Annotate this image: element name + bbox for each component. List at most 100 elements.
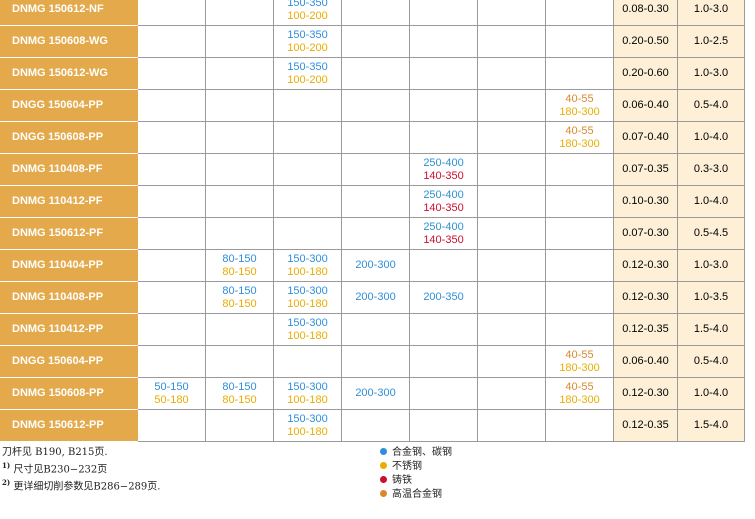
speed-value: 100-180 [287, 425, 328, 438]
insert-name: DNMG 150608-WG [0, 26, 138, 58]
legend-label: 合金钢、碳钢 [392, 447, 452, 458]
speed-cell [342, 218, 410, 250]
legend-item: 铸铁 [380, 474, 452, 488]
feed-cell: 0.12-0.30 [614, 282, 678, 314]
speed-cell [206, 0, 274, 26]
speed-value: 150-350 [287, 0, 328, 9]
legend-dot [380, 462, 387, 469]
insert-name: DNMG 150612-PP [0, 410, 138, 442]
speed-cell [342, 346, 410, 378]
feed-cell: 0.08-0.30 [614, 0, 678, 26]
speed-cell [342, 314, 410, 346]
speed-cell [342, 0, 410, 26]
speed-value: 200-300 [355, 259, 396, 271]
speed-value: 140-350 [423, 233, 464, 246]
speed-value: 250-400 [423, 188, 464, 201]
table-row: DNMG 150608-WG 150-350 100-200 0.20-0.50 1.0… [0, 26, 745, 58]
speed-cell [410, 250, 478, 282]
speed-cell: 150-350 100-200 [274, 0, 342, 26]
speed-cell: 200-300 [342, 378, 410, 410]
speed-cell [410, 90, 478, 122]
speed-cell [206, 314, 274, 346]
speed-value: 150-350 [287, 60, 328, 73]
speed-cell: 200-300 [342, 250, 410, 282]
speed-value: 100-180 [287, 329, 328, 342]
speed-value: 180-300 [559, 137, 600, 150]
legend-item: 不锈钢 [380, 460, 452, 474]
speed-cell: 50-150 50-180 [138, 378, 206, 410]
speed-cell [478, 0, 546, 26]
speed-cell [546, 250, 614, 282]
speed-cell: 150-300 100-180 [274, 250, 342, 282]
speed-cell [138, 122, 206, 154]
speed-value: 150-300 [287, 284, 328, 297]
speed-cell [138, 90, 206, 122]
speed-cell [546, 26, 614, 58]
insert-name: DNMG 110408-PP [0, 282, 138, 314]
table-row: DNMG 150612-PF 250-400 140-350 0.07-0.30 0.5… [0, 218, 745, 250]
speed-cell: 150-300 100-180 [274, 282, 342, 314]
feed-cell: 0.10-0.30 [614, 186, 678, 218]
insert-name: DNMG 110412-PP [0, 314, 138, 346]
speed-value: 80-150 [222, 284, 257, 297]
table-row: DNGG 150604-PP 40-55 180-300 0.06-0.40 0.5-4… [0, 90, 745, 122]
feed-cell: 0.06-0.40 [614, 346, 678, 378]
speed-cell [342, 58, 410, 90]
footnote-text: 尺寸见B230−232页 [13, 464, 108, 476]
speed-cell [410, 58, 478, 90]
speed-value: 140-350 [423, 169, 464, 182]
table-row: DNMG 150608-PP 50-150 50-180 80-150 80-150 15… [0, 378, 745, 410]
speed-cell [274, 90, 342, 122]
insert-name: DNMG 110404-PP [0, 250, 138, 282]
speed-cell: 200-350 [410, 282, 478, 314]
speed-cell [274, 186, 342, 218]
feed-cell: 0.20-0.50 [614, 26, 678, 58]
speed-value: 200-300 [355, 387, 396, 399]
footnote-mark: 2) [2, 478, 11, 488]
speed-cell [138, 0, 206, 26]
speed-value: 150-300 [287, 252, 328, 265]
feed-cell: 0.07-0.35 [614, 154, 678, 186]
insert-name: DNMG 150608-PP [0, 378, 138, 410]
depth-cell: 1.0-3.0 [678, 58, 745, 90]
speed-value: 150-300 [287, 316, 328, 329]
speed-cell [478, 346, 546, 378]
feed-cell: 0.06-0.40 [614, 90, 678, 122]
speed-cell [478, 250, 546, 282]
speed-value: 100-200 [287, 73, 328, 86]
speed-cell [342, 90, 410, 122]
speed-cell [410, 314, 478, 346]
feed-cell: 0.12-0.35 [614, 314, 678, 346]
legend-item: 合金钢、碳钢 [380, 446, 452, 460]
table-row: DNMG 110408-PF 250-400 140-350 0.07-0.35 0.3… [0, 154, 745, 186]
feed-cell: 0.20-0.60 [614, 58, 678, 90]
table-row: DNMG 110404-PP 80-150 80-150 150-300 100-180… [0, 250, 745, 282]
legend: 合金钢、碳钢不锈钢 铸铁 高温合金钢 [380, 446, 452, 502]
legend-item: 高温合金钢 [380, 488, 452, 502]
speed-cell: 150-350 100-200 [274, 26, 342, 58]
insert-name: DNMG 110408-PF [0, 154, 138, 186]
insert-name: DNMG 150612-WG [0, 58, 138, 90]
speed-cell [138, 314, 206, 346]
speed-value: 100-180 [287, 265, 328, 278]
legend-dot [380, 448, 387, 455]
speed-cell [138, 250, 206, 282]
footnote: 1) 尺寸见B230−232页 [2, 459, 160, 476]
speed-cell [478, 378, 546, 410]
speed-cell: 150-300 100-180 [274, 314, 342, 346]
speed-cell [206, 58, 274, 90]
depth-cell: 1.0-4.0 [678, 378, 745, 410]
insert-name: DNMG 150612-PF [0, 218, 138, 250]
speed-value: 180-300 [559, 393, 600, 406]
speed-cell: 40-55 180-300 [546, 378, 614, 410]
speed-cell [342, 26, 410, 58]
speed-value: 100-200 [287, 9, 328, 22]
speed-cell [478, 410, 546, 442]
speed-cell [478, 122, 546, 154]
speed-value: 40-55 [565, 92, 594, 105]
feed-cell: 0.12-0.35 [614, 410, 678, 442]
table-row: DNMG 110412-PF 250-400 140-350 0.10-0.30 1.0… [0, 186, 745, 218]
speed-cell [546, 314, 614, 346]
speed-cell [138, 186, 206, 218]
table-row: DNGG 150604-PP 40-55 180-300 0.06-0.40 0.5-4… [0, 346, 745, 378]
